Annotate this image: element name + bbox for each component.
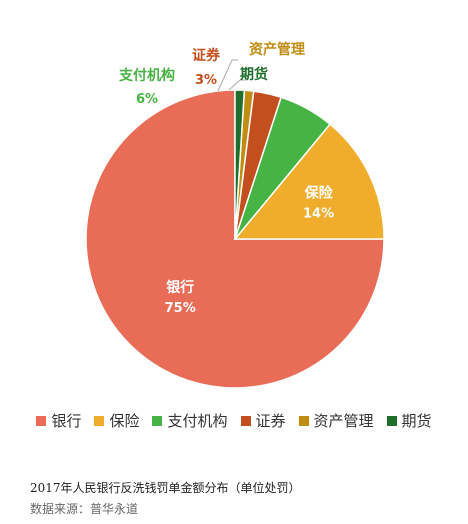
legend-swatch (240, 415, 251, 426)
slice-name-label: 支付机构 (118, 67, 175, 84)
slice-name-label: 银行 (166, 279, 194, 296)
legend-item: 保险 (94, 410, 139, 431)
legend-label: 期货 (401, 412, 432, 430)
legend-label: 保险 (109, 412, 140, 430)
legend: 银行 保险 支付机构 证券 资产管理 期货 (0, 410, 468, 431)
pie-slice (233, 123, 385, 240)
legend-item: 资产管理 (298, 410, 374, 431)
legend-item: 期货 (386, 410, 432, 431)
legend-swatch (94, 415, 105, 426)
caption-title: 2017年人民银行反洗钱罚单金额分布（单位处罚） (30, 481, 301, 495)
legend-item: 银行 (36, 410, 81, 431)
legend-item: 支付机构 (152, 410, 228, 431)
pie-slice (85, 89, 385, 389)
slice-name-label: 保险 (304, 185, 334, 202)
legend-label: 证券 (255, 412, 286, 430)
legend-swatch (36, 415, 47, 426)
slice-value-label: 3% (195, 73, 217, 88)
pie-slice (234, 89, 246, 240)
legend-label: 资产管理 (313, 412, 374, 430)
caption: 2017年人民银行反洗钱罚单金额分布（单位处罚） 数据来源：普华永道 (30, 478, 301, 520)
leader-line (217, 59, 238, 92)
leader-line (228, 79, 246, 91)
legend-swatch (152, 415, 163, 426)
caption-source: 数据来源：普华永道 (30, 502, 139, 516)
slice-name-label: 期货 (240, 66, 268, 83)
slice-value-label: 6% (136, 92, 158, 107)
legend-swatch (386, 415, 397, 426)
slice-value-label: 14% (303, 207, 334, 222)
slice-name-label: 证券 (192, 47, 221, 64)
slice-value-label: 75% (165, 301, 196, 316)
legend-label: 支付机构 (167, 412, 228, 430)
legend-item: 证券 (240, 410, 286, 431)
legend-swatch (298, 415, 309, 426)
legend-label: 银行 (51, 412, 82, 430)
slice-name-label: 资产管理 (249, 41, 305, 58)
